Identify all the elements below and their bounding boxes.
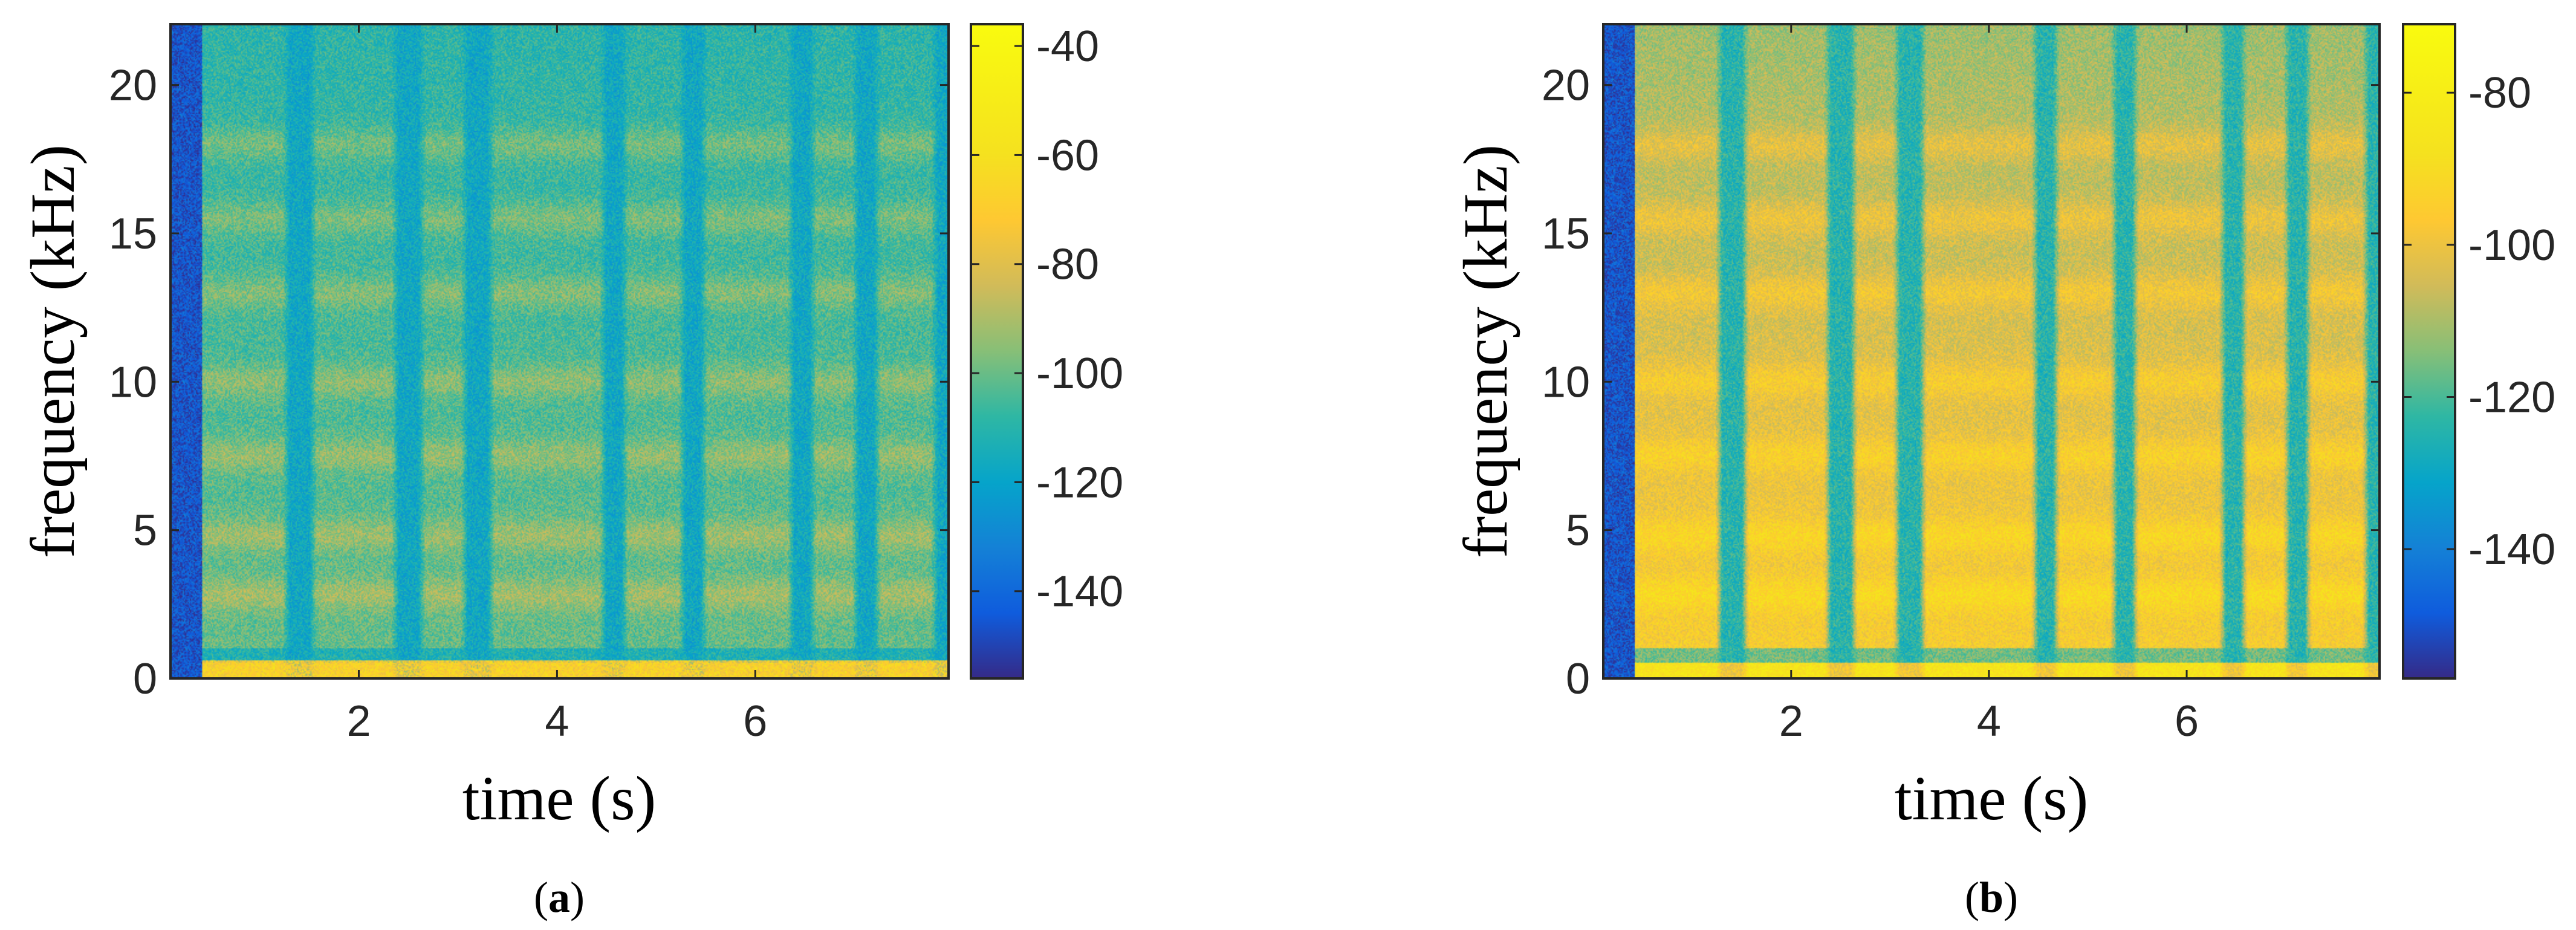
y-tick-label: 10: [109, 358, 157, 406]
colorbar-tick-label: -140: [2468, 525, 2555, 574]
x-tick-label: 4: [1977, 697, 2001, 746]
panel-letter-a: a: [548, 873, 570, 922]
x-tick-label: 4: [545, 697, 569, 746]
y-tick-label: 20: [109, 62, 157, 110]
colorbar-tick-label: -60: [1036, 131, 1099, 180]
panel-a: 0 5 10 15 20 2 4 6 -40 -60 -80 -100 -120 -140 frequ…: [18, 22, 1123, 922]
panel-label-b: (b): [1965, 873, 2018, 922]
y-tick-label: 20: [1542, 62, 1590, 110]
x-ticks-b: 2 4 6: [1779, 24, 2199, 746]
y-axis-label-b: frequency (kHz): [1451, 145, 1520, 558]
x-tick-label: 2: [1779, 697, 1803, 746]
panel-label-a: (a): [534, 873, 585, 922]
colorbar-tick-label: -140: [1036, 568, 1123, 616]
colorbar-tick-label: -40: [1036, 22, 1099, 71]
x-axis-label-a: time (s): [462, 764, 657, 833]
y-tick-label: 10: [1542, 358, 1590, 406]
colorbar-tick-label: -120: [2468, 373, 2555, 421]
y-tick-label: 15: [1542, 210, 1590, 258]
x-tick-label: 2: [346, 697, 371, 746]
colorbar-tick-label: -100: [2468, 221, 2555, 270]
colorbar-ticks-b: -80 -100 -120 -140: [2403, 69, 2555, 574]
y-ticks-a: 0 5 10 15 20: [109, 62, 949, 703]
plot-frame-b: [1602, 23, 2381, 680]
spectrogram-a: [170, 24, 949, 678]
plot-frame-a: [169, 23, 950, 680]
colorbar-a: [970, 23, 1024, 680]
y-tick-label: 0: [1566, 655, 1590, 703]
spectrogram-b: [1603, 24, 2380, 678]
y-tick-label: 0: [133, 655, 157, 703]
y-tick-label: 5: [133, 507, 157, 555]
y-ticks-b: 0 5 10 15 20: [1542, 62, 2380, 703]
panel-letter-b: b: [1979, 873, 2003, 922]
x-tick-label: 6: [2175, 697, 2199, 746]
colorbar-b: [2402, 23, 2456, 680]
colorbar-tick-label: -120: [1036, 458, 1123, 507]
colorbar-tick-label: -80: [1036, 241, 1099, 289]
colorbar-ticks-a: -40 -60 -80 -100 -120 -140: [971, 22, 1123, 616]
x-tick-label: 6: [743, 697, 767, 746]
y-tick-label: 5: [1566, 507, 1590, 555]
colorbar-tick-label: -80: [2468, 69, 2531, 117]
y-axis-label-a: frequency (kHz): [18, 145, 88, 558]
x-ticks-a: 2 4 6: [346, 24, 767, 746]
colorbar-tick-label: -100: [1036, 350, 1123, 398]
x-axis-label-b: time (s): [1895, 764, 2089, 833]
y-tick-label: 15: [109, 210, 157, 258]
panel-b: 0 5 10 15 20 2 4 6 -80 -100 -120 -140 frequency (…: [1451, 23, 2555, 922]
